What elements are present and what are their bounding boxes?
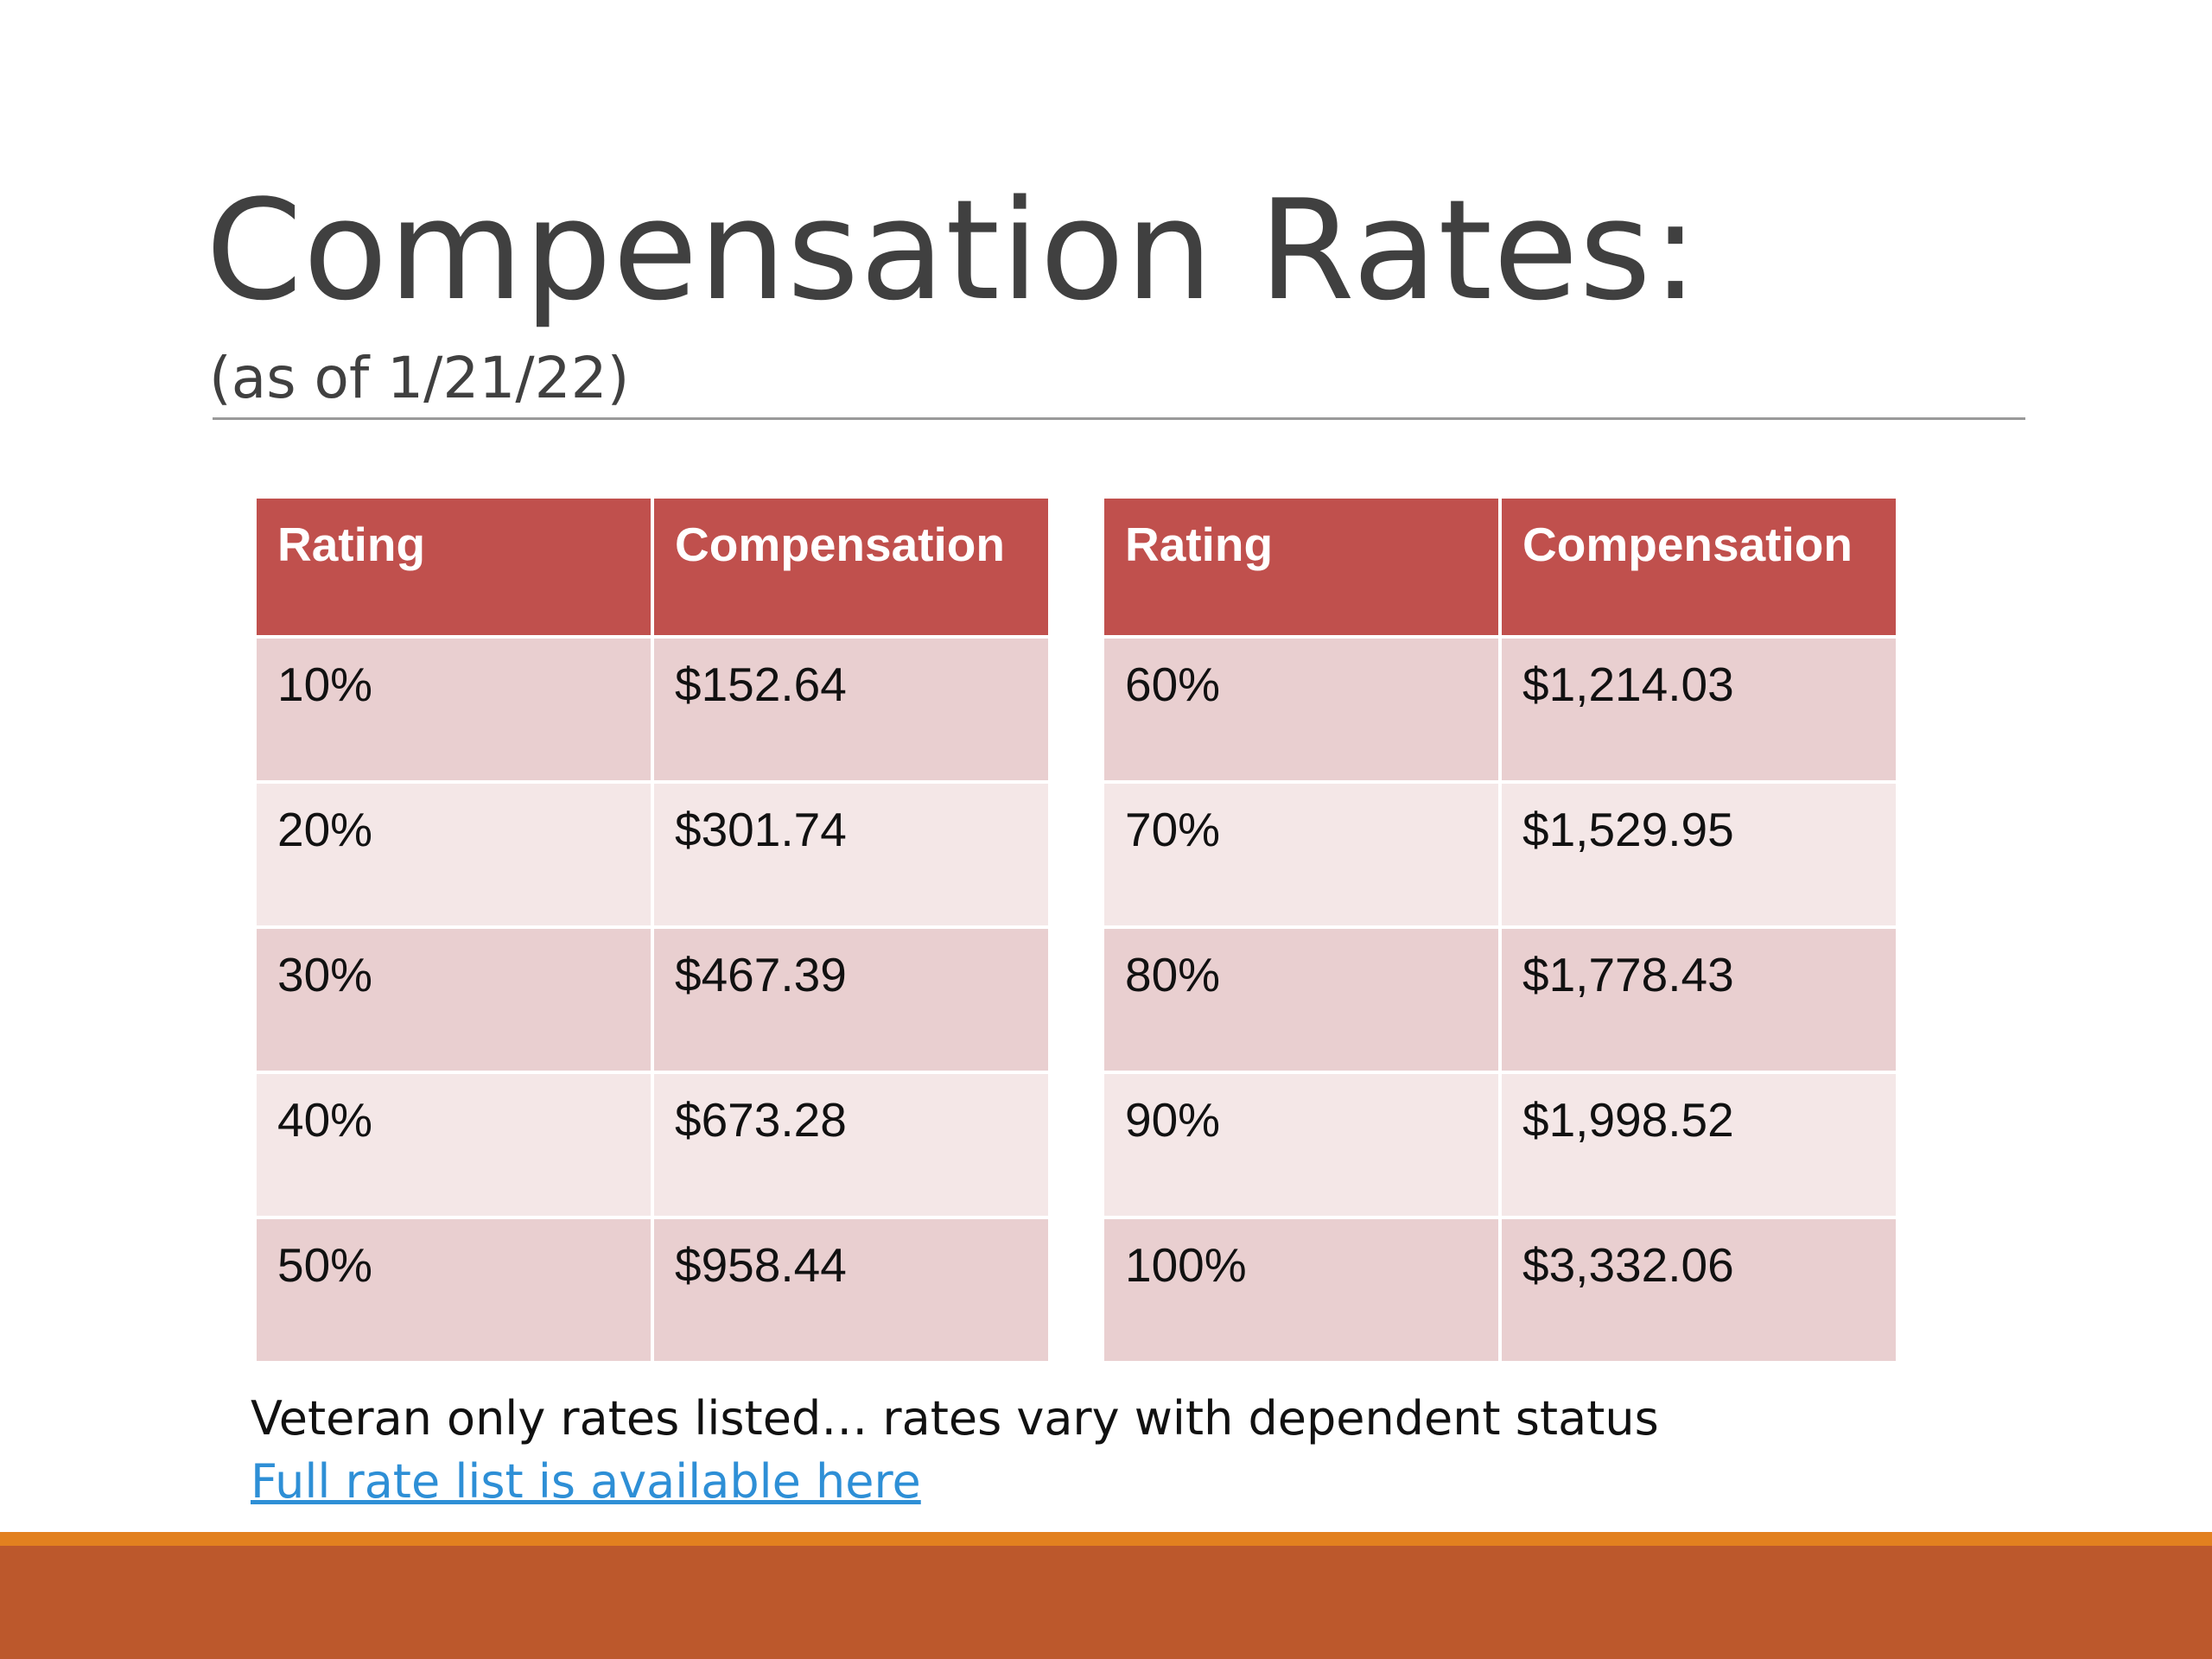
compensation-cell: $673.28 [651, 1071, 1052, 1219]
title-divider [213, 417, 2025, 420]
slide-title: Compensation Rates: [206, 169, 1700, 331]
header-rating: Rating [253, 495, 654, 639]
table-row: 40% $673.28 [253, 1071, 1052, 1219]
rating-cell: 90% [1101, 1071, 1502, 1219]
table-row: 10% $152.64 [253, 635, 1052, 784]
compensation-cell: $1,778.43 [1498, 925, 1899, 1074]
rates-footnote: Veteran only rates listed… rates vary wi… [251, 1391, 1659, 1446]
table-row: 60% $1,214.03 [1101, 635, 1899, 784]
compensation-cell: $467.39 [651, 925, 1052, 1074]
header-compensation: Compensation [1498, 495, 1899, 639]
footer-bar [0, 1546, 2212, 1659]
rating-cell: 10% [253, 635, 654, 784]
table-row: 100% $3,332.06 [1101, 1216, 1899, 1364]
compensation-cell: $1,998.52 [1498, 1071, 1899, 1219]
compensation-cell: $958.44 [651, 1216, 1052, 1364]
rating-cell: 70% [1101, 780, 1502, 929]
rating-cell: 30% [253, 925, 654, 1074]
table-row: 20% $301.74 [253, 780, 1052, 929]
rating-cell: 50% [253, 1216, 654, 1364]
compensation-cell: $152.64 [651, 635, 1052, 784]
rating-cell: 80% [1101, 925, 1502, 1074]
rating-cell: 100% [1101, 1216, 1502, 1364]
compensation-cell: $3,332.06 [1498, 1216, 1899, 1364]
table-header-row: Rating Compensation [253, 495, 1052, 639]
rating-cell: 60% [1101, 635, 1502, 784]
full-rate-list-link[interactable]: Full rate list is available here [251, 1454, 921, 1509]
compensation-cell: $1,529.95 [1498, 780, 1899, 929]
slide-subtitle: (as of 1/21/22) [209, 345, 630, 411]
rating-cell: 20% [253, 780, 654, 929]
footer-accent-line [0, 1532, 2212, 1546]
table-header-row: Rating Compensation [1101, 495, 1899, 639]
table-row: 80% $1,778.43 [1101, 925, 1899, 1074]
table-row: 50% $958.44 [253, 1216, 1052, 1364]
table-row: 90% $1,998.52 [1101, 1071, 1899, 1219]
table-row: 70% $1,529.95 [1101, 780, 1899, 929]
header-compensation: Compensation [651, 495, 1052, 639]
header-rating: Rating [1101, 495, 1502, 639]
compensation-cell: $1,214.03 [1498, 635, 1899, 784]
rates-table-left: Rating Compensation 10% $152.64 20% $301… [253, 495, 1052, 1364]
rates-table-right: Rating Compensation 60% $1,214.03 70% $1… [1101, 495, 1899, 1364]
table-row: 30% $467.39 [253, 925, 1052, 1074]
rating-cell: 40% [253, 1071, 654, 1219]
compensation-cell: $301.74 [651, 780, 1052, 929]
